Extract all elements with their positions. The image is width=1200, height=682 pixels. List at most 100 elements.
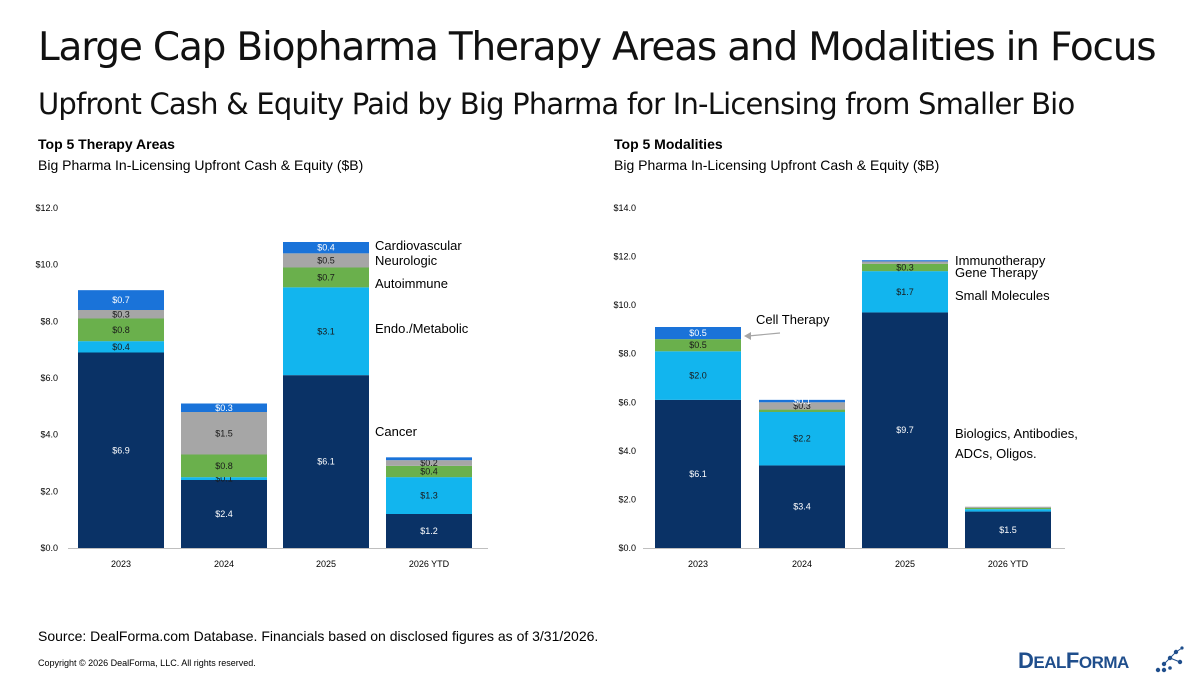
bar-segment xyxy=(386,514,472,548)
x-tick-label: 2023 xyxy=(688,559,708,569)
data-label: $2.2 xyxy=(793,434,811,444)
series-label: Cardiovascular xyxy=(375,238,462,253)
bar-segment xyxy=(655,399,741,548)
data-label: $0.3 xyxy=(896,263,914,273)
bar-segment xyxy=(283,287,369,376)
page-title: Large Cap Biopharma Therapy Areas and Mo… xyxy=(38,25,1157,70)
bar-segment xyxy=(78,341,164,353)
data-label: $0.3 xyxy=(215,403,233,413)
data-label: $6.1 xyxy=(689,469,707,479)
data-label: $3.1 xyxy=(317,326,335,336)
data-label: $0.5 xyxy=(689,328,707,338)
y-tick-label: $6.0 xyxy=(40,373,58,383)
series-label: Small Molecules xyxy=(955,288,1050,303)
series-label: Cell Therapy xyxy=(756,312,830,327)
bar-segment xyxy=(283,375,369,548)
bar-segment xyxy=(759,409,845,412)
data-label: $3.4 xyxy=(793,502,811,512)
y-tick-label: $8.0 xyxy=(40,316,58,326)
right-panel-title: Top 5 Modalities xyxy=(614,136,723,152)
data-label: $0.8 xyxy=(215,461,233,471)
bar-segment xyxy=(862,312,948,548)
data-label: $9.7 xyxy=(896,425,914,435)
bar-segment xyxy=(386,477,472,514)
bar-segment xyxy=(78,310,164,319)
data-label: $0.1 xyxy=(793,396,811,406)
modalities-chart: $0.0 $2.0 $4.0 $6.0 $8.0 $10.0 $12.0 $14.0 2023 2… xyxy=(613,203,1078,569)
x-tick-label: 2024 xyxy=(214,559,234,569)
bar-segment xyxy=(862,271,948,313)
x-tick-label: 2025 xyxy=(895,559,915,569)
data-label: $0.7 xyxy=(317,272,335,282)
data-label: $6.9 xyxy=(112,445,130,455)
data-label: $0.3 xyxy=(112,309,130,319)
bar-segment xyxy=(862,261,948,264)
bar-segment xyxy=(965,511,1051,548)
data-label: $0.2 xyxy=(420,458,438,468)
data-label: $1.2 xyxy=(420,526,438,536)
bar-segment xyxy=(283,267,369,288)
bar-segment xyxy=(181,454,267,478)
data-label: $0.1 xyxy=(215,474,233,484)
series-label: Immunotherapy xyxy=(955,253,1046,268)
series-label: Biologics, Antibodies, xyxy=(955,426,1078,441)
y-tick-label: $4.0 xyxy=(618,446,636,456)
data-label: $0.3 xyxy=(793,401,811,411)
dealforma-logo: DEALFORMA xyxy=(1018,644,1184,678)
y-tick-label: $0.0 xyxy=(618,543,636,553)
y-tick-label: $2.0 xyxy=(40,486,58,496)
data-label: $0.4 xyxy=(420,467,438,477)
data-label: $0.5 xyxy=(689,340,707,350)
bar-segment xyxy=(965,507,1051,510)
data-label: $1.3 xyxy=(420,491,438,501)
bar-segment xyxy=(386,465,472,478)
x-tick-label: 2024 xyxy=(792,559,812,569)
x-tick-label: 2023 xyxy=(111,559,131,569)
bar-segment xyxy=(759,465,845,548)
bar-segment xyxy=(78,352,164,548)
series-label: Gene Therapy xyxy=(955,265,1038,280)
therapy-areas-chart: $0.0 $2.0 $4.0 $6.0 $8.0 $10.0 $12.0 2023 2024 20… xyxy=(35,203,488,569)
bar-segment xyxy=(283,253,369,268)
data-label: $2.0 xyxy=(689,371,707,381)
callout-arrow-head xyxy=(744,332,751,340)
y-tick-label: $8.0 xyxy=(618,349,636,359)
left-panel-title: Top 5 Therapy Areas xyxy=(38,136,175,152)
y-tick-label: $14.0 xyxy=(613,203,636,213)
series-label: Neurologic xyxy=(375,253,438,268)
bar-segment xyxy=(78,318,164,342)
data-label: $1.7 xyxy=(896,287,914,297)
data-label: $1.5 xyxy=(999,525,1017,535)
left-panel-subtitle: Big Pharma In-Licensing Upfront Cash & E… xyxy=(38,157,364,173)
series-label: ADCs, Oligos. xyxy=(955,446,1037,461)
x-tick-label: 2026 YTD xyxy=(409,559,450,569)
bar-segment xyxy=(862,263,948,272)
data-label: $0.4 xyxy=(317,243,335,253)
x-tick-label: 2026 YTD xyxy=(988,559,1029,569)
y-tick-label: $2.0 xyxy=(618,494,636,504)
bar-segment xyxy=(181,412,267,455)
bar-segment xyxy=(386,460,472,466)
series-label: Autoimmune xyxy=(375,276,448,291)
y-tick-label: $12.0 xyxy=(613,252,636,262)
data-label: $1.5 xyxy=(215,428,233,438)
data-label: $0.5 xyxy=(317,255,335,265)
bar-segment xyxy=(862,260,948,262)
callout-arrow-line xyxy=(747,332,781,337)
bar-segment xyxy=(181,403,267,412)
bar-segment xyxy=(283,242,369,254)
x-tick-label: 2025 xyxy=(316,559,336,569)
data-label: $0.4 xyxy=(112,342,130,352)
bar-segment xyxy=(181,480,267,548)
copyright-note: Copyright © 2026 DealForma, LLC. All rig… xyxy=(38,658,256,668)
series-label: Endo./Metabolic xyxy=(375,321,469,336)
bar-segment xyxy=(965,509,1051,512)
data-label: $0.7 xyxy=(112,295,130,305)
right-panel-subtitle: Big Pharma In-Licensing Upfront Cash & E… xyxy=(614,157,940,173)
y-tick-label: $10.0 xyxy=(613,300,636,310)
page-subtitle: Upfront Cash & Equity Paid by Big Pharma… xyxy=(38,87,1075,121)
bar-segment xyxy=(386,457,472,461)
y-tick-label: $6.0 xyxy=(618,397,636,407)
bar-segment xyxy=(181,477,267,480)
bar-segment xyxy=(655,351,741,400)
